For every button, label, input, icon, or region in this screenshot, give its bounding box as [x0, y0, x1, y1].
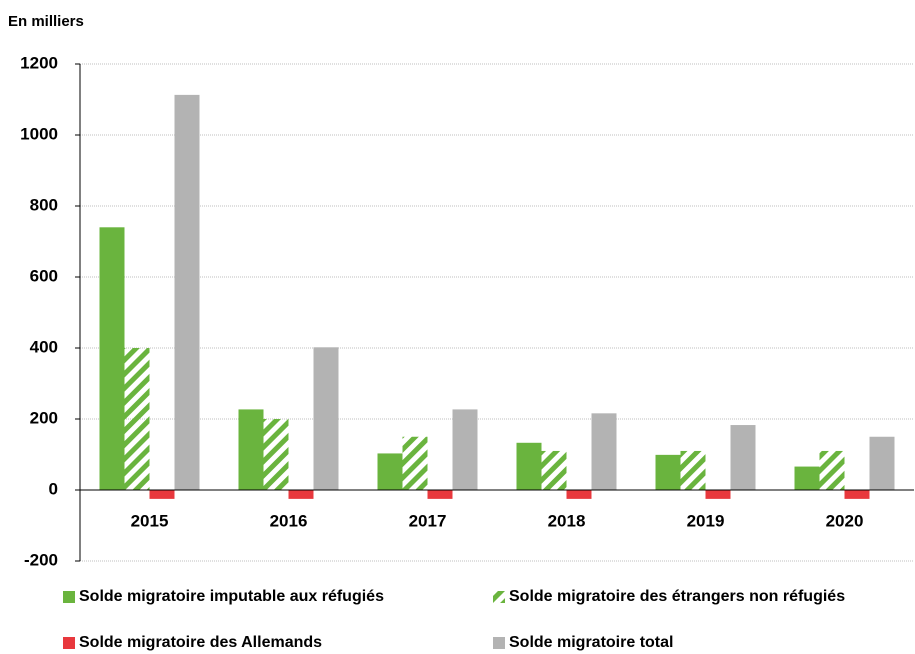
x-tick-label: 2016: [270, 511, 308, 530]
bar: [655, 454, 681, 490]
bar: [377, 453, 403, 490]
bar: [794, 466, 820, 490]
legend-marker: [493, 637, 505, 649]
x-tick-label: 2015: [131, 511, 169, 530]
x-tick-label: 2017: [409, 511, 447, 530]
bar: [238, 409, 264, 490]
y-tick-label: 600: [30, 266, 58, 285]
bar: [452, 409, 478, 490]
bar: [591, 413, 617, 490]
y-tick-label: 1200: [20, 53, 58, 72]
bar: [124, 348, 150, 490]
bar: [541, 450, 567, 490]
bar: [819, 450, 845, 490]
bar: [566, 490, 592, 499]
legend-label: Solde migratoire des Allemands: [79, 634, 322, 651]
y-tick-label: 200: [30, 408, 58, 427]
legend-marker: [63, 591, 75, 603]
bar: [869, 436, 895, 490]
bar: [263, 419, 289, 490]
y-tick-label: -200: [24, 550, 58, 569]
bar: [288, 490, 314, 499]
bar: [174, 94, 200, 490]
x-tick-label: 2018: [548, 511, 586, 530]
y-tick-label: 0: [49, 479, 58, 498]
y-tick-label: 1000: [20, 124, 58, 143]
legend-marker: [493, 591, 505, 603]
bar: [427, 490, 453, 499]
bar: [149, 490, 175, 499]
legend-label: Solde migratoire imputable aux réfugiés: [79, 588, 384, 605]
y-tick-label: 800: [30, 195, 58, 214]
legend-label: Solde migratoire des étrangers non réfug…: [509, 588, 845, 605]
legend-marker: [63, 637, 75, 649]
bar: [313, 347, 339, 490]
bar: [99, 227, 125, 491]
y-tick-label: 400: [30, 337, 58, 356]
bar: [844, 490, 870, 499]
bar: [402, 436, 428, 490]
legend-label: Solde migratoire total: [509, 634, 673, 651]
x-tick-label: 2020: [826, 511, 864, 530]
x-tick-label: 2019: [687, 511, 725, 530]
chart-subtitle: En milliers: [8, 13, 84, 30]
bar: [516, 442, 542, 490]
bar: [705, 490, 731, 499]
bar: [680, 450, 706, 490]
bar: [730, 425, 756, 490]
